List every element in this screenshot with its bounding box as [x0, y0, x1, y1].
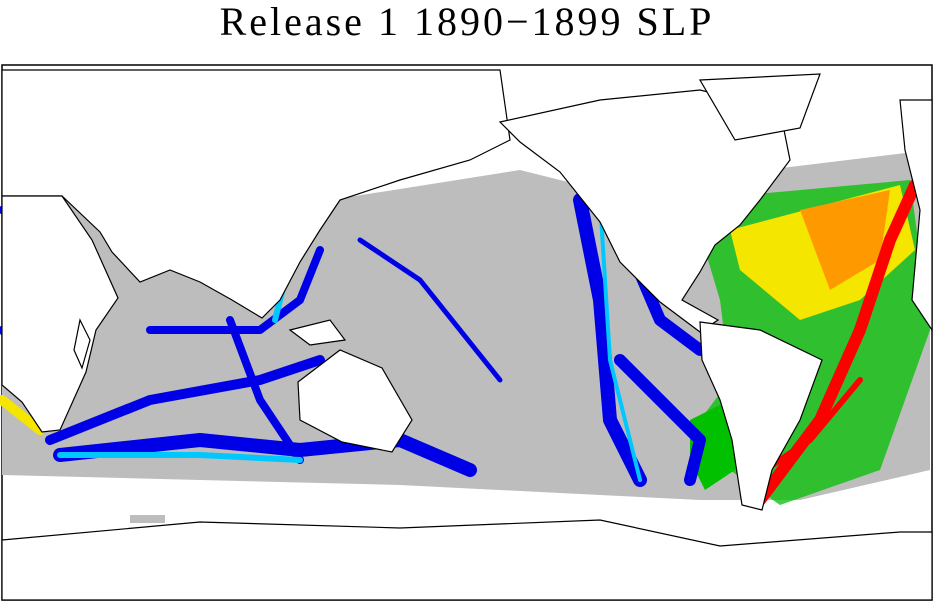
- indonesia: [288, 319, 347, 346]
- europe-edge: [899, 99, 933, 332]
- south-america: [699, 321, 823, 511]
- map-title: Release 1 1890−1899 SLP: [219, 0, 715, 44]
- australia: [297, 349, 413, 453]
- eurasia: [1, 69, 511, 319]
- antarctica: [1, 519, 933, 601]
- coastlines: [1, 69, 933, 601]
- madagascar: [73, 318, 91, 370]
- greenland: [698, 73, 821, 141]
- grey-coverage: [130, 515, 165, 523]
- africa: [1, 195, 119, 433]
- orange-area: [800, 190, 890, 290]
